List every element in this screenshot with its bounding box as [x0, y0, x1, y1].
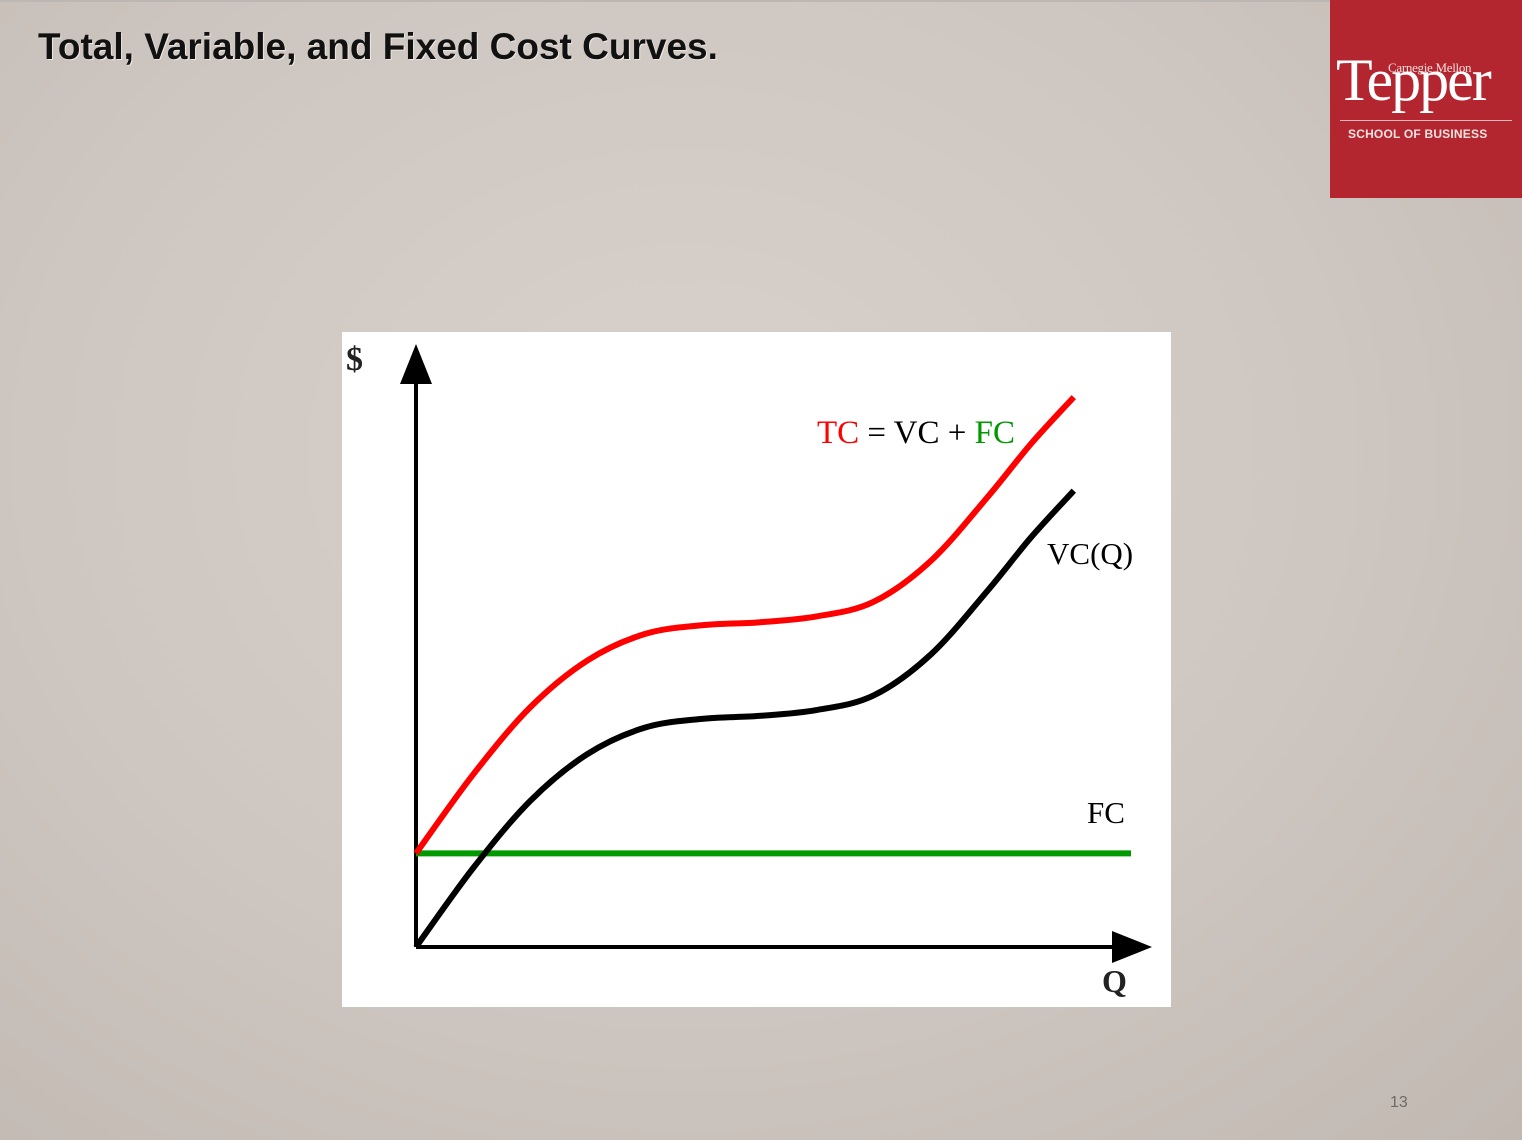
page-number: 13 [1390, 1094, 1408, 1111]
series-line-vcq [413, 488, 1077, 949]
logo-bottom-line: SCHOOL OF BUSINESS [1348, 127, 1488, 141]
logo-top-line: Carnegie Mellon [1388, 60, 1472, 75]
chart-title-part-0: TC [817, 415, 859, 451]
chart-svg: $ Q TC = VC + FC VC(Q) FC [346, 341, 1152, 999]
series-line-tc [413, 395, 1077, 856]
top-rule [0, 0, 1330, 2]
y-axis-label: $ [346, 341, 363, 378]
chart-title-part-1: = VC + [859, 415, 974, 451]
series-group [413, 395, 1131, 949]
series-label-vc: VC(Q) [1047, 536, 1133, 571]
tepper-logo: Carnegie Mellon Tepper SCHOOL OF BUSINES… [1330, 0, 1522, 198]
chart-title-part-2: FC [975, 415, 1015, 451]
series-label-fc: FC [1087, 795, 1125, 830]
logo-main-text: Tepper [1336, 47, 1492, 113]
slide-title: Total, Variable, and Fixed Cost Curves. [38, 26, 718, 67]
logo-divider [1340, 120, 1512, 121]
x-axis-label: Q [1102, 963, 1127, 999]
cost-curves-chart: $ Q TC = VC + FC VC(Q) FC [342, 332, 1171, 1007]
chart-title: TC = VC + FC [817, 415, 1015, 451]
